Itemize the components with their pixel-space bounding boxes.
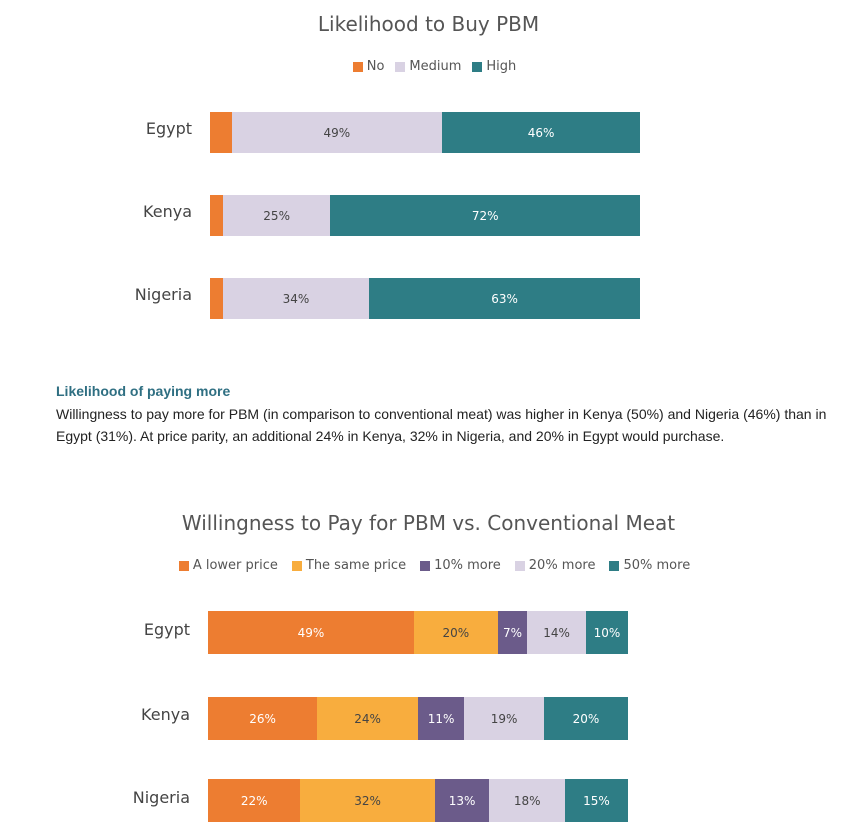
- category-label-kenya: Kenya: [141, 705, 190, 724]
- data-label: 72%: [471, 208, 499, 223]
- data-label: 49%: [323, 125, 351, 140]
- legend-item-medium: Medium: [395, 59, 461, 74]
- bar-segment-the-same-price: 20%: [413, 611, 498, 654]
- bar-segment-50-more: 20%: [544, 697, 628, 740]
- legend-item-a-lower-price: A lower price: [178, 558, 278, 573]
- bar-segment-a-lower-price: 49%: [208, 611, 414, 654]
- chart-title: Likelihood to Buy PBM: [317, 12, 540, 36]
- bar-row-kenya: 26% 24% 11% 19% 20%: [208, 697, 628, 740]
- legend-label: The same price: [305, 558, 407, 573]
- bar-segment-20-more: 14%: [527, 611, 586, 654]
- data-label: 18%: [513, 793, 541, 808]
- chart-title: Willingness to Pay for PBM vs. Conventio…: [181, 511, 676, 535]
- section-paragraph: Willingness to pay more for PBM (in comp…: [56, 406, 827, 444]
- bar-segment-20-more: 18%: [489, 779, 565, 822]
- bar-segment-high: 46%: [442, 112, 640, 153]
- legend-swatch: [352, 61, 363, 72]
- category-label-egypt: Egypt: [145, 119, 192, 138]
- category-label-egypt: Egypt: [143, 620, 190, 639]
- legend-swatch: [472, 61, 483, 72]
- bar-segment-no: [210, 195, 223, 236]
- data-label: 32%: [354, 793, 381, 808]
- bar-row-nigeria: 22% 32% 13% 18% 15%: [208, 779, 628, 822]
- legend-item-50-more: 50% more: [609, 558, 690, 573]
- legend-swatch: [420, 560, 431, 571]
- legend-item-high: High: [472, 59, 516, 74]
- legend-label: A lower price: [192, 558, 278, 573]
- data-label: 20%: [572, 711, 600, 726]
- legend-swatch: [609, 560, 620, 571]
- data-label: 11%: [427, 711, 455, 726]
- legend-item-the-same-price: The same price: [291, 558, 407, 573]
- legend-label: 10% more: [434, 558, 501, 573]
- data-label: 25%: [263, 208, 290, 223]
- bar-segment-10-more: 11%: [418, 697, 465, 740]
- data-label: 14%: [543, 625, 570, 640]
- legend-swatch: [395, 61, 406, 72]
- category-label-kenya: Kenya: [143, 202, 192, 221]
- data-label: 15%: [583, 793, 610, 808]
- bar-segment-10-more: 13%: [434, 779, 490, 822]
- data-label: 13%: [448, 793, 476, 808]
- bar-row-egypt: 49% 46%: [210, 112, 640, 153]
- legend-swatch: [514, 560, 525, 571]
- data-label: 26%: [249, 711, 276, 726]
- data-label: 34%: [282, 291, 310, 306]
- data-label: 46%: [527, 125, 555, 140]
- legend-label: No: [366, 59, 385, 74]
- chart-legend: No Medium High: [6, 59, 857, 74]
- bar-segment-a-lower-price: 26%: [208, 697, 318, 740]
- legend-label: High: [486, 59, 517, 74]
- bar-segment-50-more: 10%: [586, 611, 628, 654]
- bar-segment-10-more: 7%: [497, 611, 528, 654]
- bar-segment-50-more: 15%: [565, 779, 628, 822]
- data-label: 7%: [502, 625, 523, 640]
- section-heading: Likelihood of paying more: [56, 383, 231, 399]
- legend-swatch: [291, 560, 302, 571]
- bar-segment-no: [210, 278, 223, 319]
- legend-label: 50% more: [623, 558, 691, 573]
- category-label-nigeria: Nigeria: [134, 285, 192, 304]
- bar-segment-high: 63%: [369, 278, 640, 319]
- data-label: 10%: [593, 625, 621, 640]
- bar-row-nigeria: 34% 63%: [210, 278, 640, 319]
- willingness-chart: Willingness to Pay for PBM vs. Conventio…: [0, 500, 857, 839]
- bar-segment-high: 72%: [330, 195, 640, 236]
- data-label: 24%: [354, 711, 381, 726]
- bar-segment-a-lower-price: 22%: [208, 779, 301, 822]
- legend-label: 20% more: [528, 558, 596, 573]
- legend-label: Medium: [409, 59, 462, 74]
- bar-segment-medium: 25%: [222, 195, 331, 236]
- legend-swatch: [178, 560, 189, 571]
- data-label: 22%: [240, 793, 268, 808]
- text-section: Likelihood of paying more Willingness to…: [56, 383, 846, 447]
- likelihood-chart: Likelihood to Buy PBM No Medium High Egypt…: [0, 0, 857, 360]
- legend-item-10-more: 10% more: [420, 558, 501, 573]
- bar-row-kenya: 25% 72%: [210, 195, 640, 236]
- bar-segment-medium: 49%: [231, 112, 443, 153]
- category-label-nigeria: Nigeria: [132, 788, 190, 807]
- bar-segment-the-same-price: 24%: [317, 697, 418, 740]
- bar-segment-no: [210, 112, 232, 153]
- legend-item-no: No: [352, 59, 385, 74]
- bar-segment-20-more: 19%: [464, 697, 544, 740]
- bar-row-egypt: 49% 20% 7% 14% 10%: [208, 611, 628, 654]
- data-label: 20%: [442, 625, 470, 640]
- data-label: 49%: [297, 625, 325, 640]
- bar-segment-medium: 34%: [222, 278, 370, 319]
- legend-item-20-more: 20% more: [514, 558, 596, 573]
- chart-legend: A lower price The same price 10% more 20% m…: [6, 558, 857, 573]
- bar-segment-the-same-price: 32%: [300, 779, 435, 822]
- data-label: 63%: [491, 291, 518, 306]
- data-label: 19%: [490, 711, 518, 726]
